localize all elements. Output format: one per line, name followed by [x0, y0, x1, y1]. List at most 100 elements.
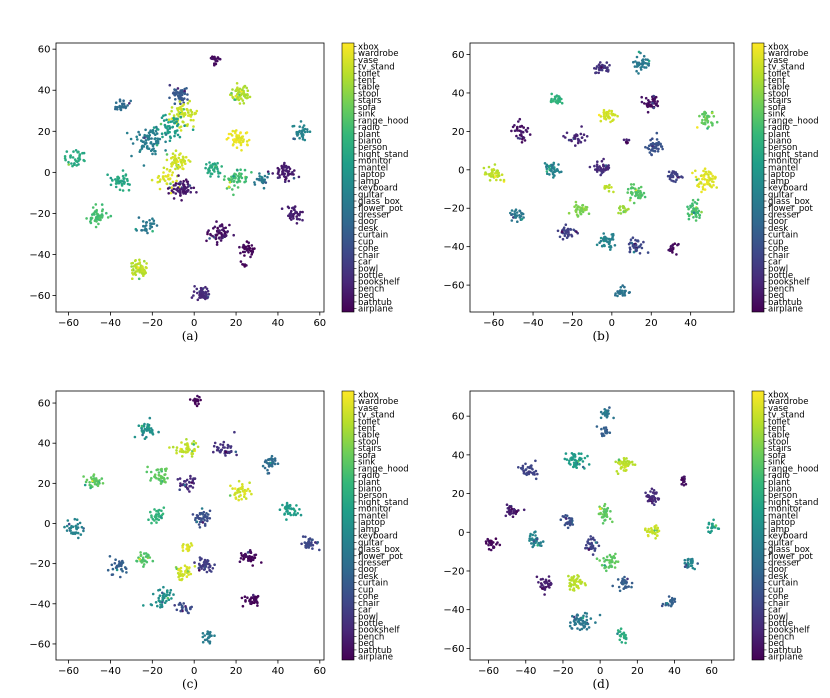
data-point — [243, 84, 247, 88]
data-point — [142, 425, 146, 428]
data-point — [497, 174, 501, 177]
data-point — [707, 173, 710, 176]
data-point — [122, 99, 125, 102]
data-point — [234, 450, 238, 454]
colorbar-label-bench: bench — [358, 632, 384, 642]
data-point — [547, 585, 550, 588]
data-point — [162, 166, 166, 170]
data-point — [713, 526, 716, 529]
colorbar-label-desk: desk — [358, 572, 378, 582]
data-point — [589, 617, 593, 620]
cluster-21 — [280, 205, 304, 225]
data-point — [656, 143, 660, 146]
data-point — [701, 177, 704, 181]
data-point — [574, 144, 577, 147]
data-point — [282, 165, 286, 169]
cluster-25 — [190, 285, 211, 302]
data-point — [236, 186, 240, 189]
colorbar-label-chair: chair — [768, 599, 790, 609]
data-point — [582, 133, 586, 136]
data-point — [208, 509, 212, 513]
colorbar-label-night_stand: night_stand — [358, 498, 408, 508]
data-point — [616, 294, 619, 298]
y-tick-label: 60 — [452, 50, 465, 61]
data-point — [506, 510, 509, 514]
data-point — [629, 183, 633, 186]
data-point — [178, 107, 182, 111]
data-point — [196, 394, 199, 398]
data-point — [261, 181, 265, 185]
data-point — [308, 537, 312, 540]
data-point — [286, 174, 290, 177]
colorbar-label-curtain: curtain — [358, 579, 388, 589]
data-point — [183, 443, 187, 446]
data-point — [186, 93, 189, 96]
data-point — [204, 166, 207, 170]
data-point — [682, 483, 686, 487]
colorbar-label-bathtub: bathtub — [768, 298, 802, 308]
colorbar-label-cone: cone — [358, 244, 379, 254]
data-point — [603, 64, 606, 68]
colorbar-label-xbox: xbox — [358, 390, 379, 400]
cluster-23 — [595, 232, 617, 251]
colorbar-label-bed: bed — [358, 639, 374, 649]
colorbar-label-bed: bed — [768, 639, 784, 649]
data-point — [178, 183, 182, 186]
data-point — [565, 514, 569, 518]
data-point — [209, 232, 212, 236]
data-point — [238, 102, 242, 105]
data-point — [239, 251, 242, 255]
data-point — [707, 521, 711, 525]
data-point — [497, 171, 500, 175]
data-point — [73, 162, 76, 165]
data-point — [256, 178, 260, 181]
data-point — [176, 87, 180, 90]
x-tick-label: 40 — [668, 666, 681, 677]
colorbar-label-cup: cup — [768, 585, 784, 595]
data-point — [580, 136, 584, 139]
data-point — [85, 478, 89, 482]
data-point — [293, 169, 296, 172]
data-point — [687, 207, 690, 211]
data-point — [702, 169, 705, 173]
data-point — [304, 544, 307, 548]
x-tick-label: −20 — [562, 318, 583, 329]
data-point — [518, 125, 522, 128]
colorbar-label-bench: bench — [358, 284, 384, 294]
data-point — [185, 547, 188, 551]
data-point — [587, 548, 591, 551]
data-point — [579, 140, 583, 144]
data-point — [201, 517, 205, 520]
data-point — [633, 463, 637, 467]
data-point — [671, 171, 674, 175]
colorbar-label-xbox: xbox — [768, 390, 789, 400]
data-point — [88, 483, 91, 487]
data-point — [598, 559, 601, 562]
colorbar-label-glass_box: glass_box — [358, 197, 400, 207]
data-point — [286, 165, 289, 169]
data-point — [224, 450, 228, 454]
data-point — [287, 507, 291, 510]
data-point — [178, 135, 182, 139]
y-tick-label: 40 — [452, 450, 465, 461]
data-point — [181, 604, 184, 608]
data-point — [120, 182, 124, 186]
data-point — [651, 491, 655, 494]
data-point — [566, 227, 570, 231]
data-point — [192, 186, 196, 190]
data-point — [245, 131, 249, 134]
data-point — [605, 555, 609, 559]
data-point — [224, 454, 227, 457]
data-point — [599, 173, 602, 177]
data-point — [648, 530, 652, 534]
data-point — [133, 259, 137, 263]
data-point — [532, 472, 535, 476]
cluster-2 — [595, 425, 612, 438]
data-point — [660, 604, 664, 608]
data-point — [141, 220, 145, 223]
data-point — [273, 459, 277, 462]
data-point — [619, 634, 622, 637]
data-point — [63, 155, 67, 158]
data-point — [158, 508, 161, 512]
data-point — [303, 541, 307, 544]
